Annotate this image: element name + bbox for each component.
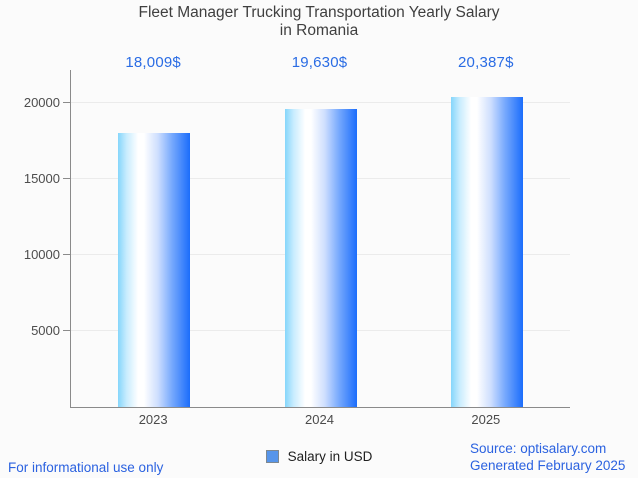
bar-value-label: 18,009$ — [125, 54, 181, 71]
y-axis-tick — [62, 329, 70, 331]
legend-label: Salary in USD — [287, 449, 373, 464]
bar-2025 — [450, 97, 523, 407]
legend-swatch-icon — [265, 450, 279, 463]
bar-value-label: 20,387$ — [458, 54, 514, 71]
bar-2023 — [118, 133, 191, 407]
chart-title-line1: Fleet Manager Trucking Transportation Ye… — [138, 4, 500, 21]
x-axis-labels: 2023 2024 2025 — [70, 412, 569, 430]
y-tick-label: 5000 — [31, 323, 60, 338]
x-tick-label: 2024 — [305, 412, 334, 427]
source-text: Source: optisalary.com — [470, 441, 607, 456]
value-label-row: 18,009$ 19,630$ 20,387$ — [70, 54, 569, 74]
y-axis-tick — [62, 101, 70, 103]
x-tick-label: 2023 — [138, 412, 168, 427]
y-tick-label: 10000 — [23, 247, 60, 262]
gridline — [71, 102, 570, 103]
plot-area: 5000 10000 15000 20000 — [24, 70, 570, 408]
bar-2024 — [284, 108, 357, 407]
disclaimer-text: For informational use only — [8, 460, 164, 475]
bar-value-label: 19,630$ — [291, 54, 348, 71]
y-axis-tick — [62, 253, 70, 255]
legend: Salary in USD — [0, 449, 638, 464]
source-block: Source: optisalary.com Generated Februar… — [470, 441, 625, 474]
y-axis-tick — [62, 177, 70, 179]
x-tick-label: 2025 — [471, 412, 501, 427]
y-tick-label: 15000 — [23, 171, 60, 186]
chart-title: Fleet Manager Trucking Transportation Ye… — [0, 4, 638, 40]
y-tick-label: 20000 — [23, 95, 60, 110]
generated-text: Generated February 2025 — [470, 457, 626, 473]
chart-title-line2: in Romania — [279, 22, 359, 39]
